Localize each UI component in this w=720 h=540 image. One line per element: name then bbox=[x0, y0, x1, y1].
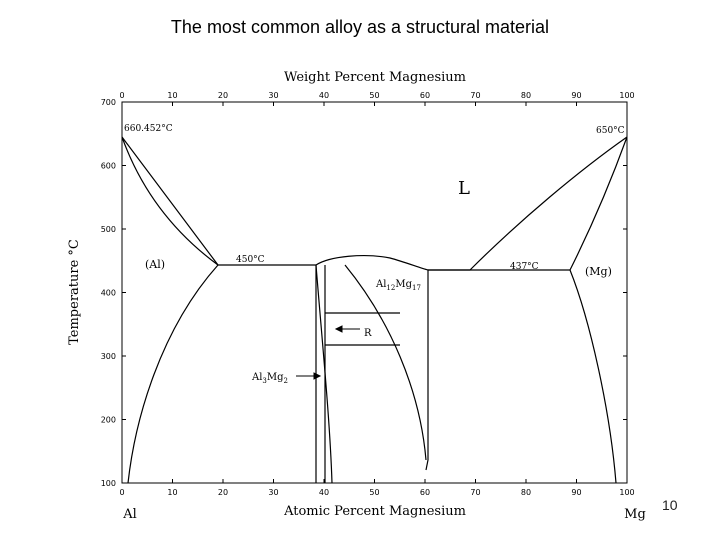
y-tick-label: 200 bbox=[101, 416, 116, 425]
top-tick-label: 80 bbox=[521, 91, 531, 100]
plot-frame bbox=[121, 101, 628, 484]
bottom-tick-label: 50 bbox=[369, 488, 379, 497]
solidus-right bbox=[569, 136, 628, 271]
eutectic-right-label: 437°C bbox=[510, 262, 539, 272]
top-axis-ticks: 0 10 20 30 40 50 60 70 80 90 100 bbox=[119, 91, 635, 106]
r-phase-label: R bbox=[364, 328, 372, 339]
y-tick-label: 500 bbox=[101, 225, 116, 234]
al12mg17-label: Al12Mg17 bbox=[375, 279, 421, 292]
bottom-tick-label: 10 bbox=[167, 488, 177, 497]
top-tick-label: 50 bbox=[369, 91, 379, 100]
solidus-left bbox=[121, 136, 219, 266]
bottom-tick-label: 0 bbox=[119, 488, 124, 497]
top-tick-label: 90 bbox=[571, 91, 581, 100]
mg-melting-label: 650°C bbox=[596, 126, 625, 136]
solvus-left bbox=[127, 264, 219, 484]
mg-phase-label: (Mg) bbox=[585, 265, 612, 278]
top-tick-label: 70 bbox=[470, 91, 480, 100]
gamma-phase-line bbox=[425, 270, 429, 471]
left-element-label: Al bbox=[122, 507, 137, 522]
y-tick-label: 100 bbox=[101, 479, 116, 488]
bottom-tick-label: 70 bbox=[470, 488, 480, 497]
slide-title: The most common alloy as a structural ma… bbox=[170, 17, 550, 37]
y-tick-label: 600 bbox=[101, 162, 116, 171]
top-tick-label: 0 bbox=[119, 91, 124, 100]
liquidus-dome bbox=[315, 254, 429, 271]
r-phase-arrowhead bbox=[334, 325, 343, 333]
bottom-tick-label: 20 bbox=[218, 488, 228, 497]
bottom-tick-label: 30 bbox=[268, 488, 278, 497]
top-tick-label: 100 bbox=[619, 91, 634, 100]
bottom-tick-label: 40 bbox=[319, 488, 329, 497]
bottom-axis-ticks: 0 10 20 30 40 50 60 70 80 90 100 bbox=[119, 479, 635, 497]
top-axis-title: Weight Percent Magnesium bbox=[284, 70, 466, 85]
top-tick-label: 10 bbox=[167, 91, 177, 100]
right-element-label: Mg bbox=[624, 507, 646, 522]
bottom-tick-label: 90 bbox=[571, 488, 581, 497]
beta-curve bbox=[315, 264, 333, 484]
y-tick-label: 700 bbox=[101, 98, 116, 107]
y-tick-label: 400 bbox=[101, 289, 116, 298]
y-axis-title: Temperature °C bbox=[67, 239, 82, 345]
bottom-tick-label: 60 bbox=[420, 488, 430, 497]
al3mg2-arrowhead bbox=[313, 372, 322, 380]
solvus-right bbox=[569, 269, 617, 484]
top-tick-label: 40 bbox=[319, 91, 329, 100]
al3mg2-label: Al3Mg2 bbox=[251, 372, 288, 385]
al-melting-label: 660.452°C bbox=[124, 124, 173, 134]
y-tick-label: 300 bbox=[101, 352, 116, 361]
liquid-label: L bbox=[458, 178, 470, 199]
bottom-tick-label: 80 bbox=[521, 488, 531, 497]
gamma-boundary-left bbox=[344, 264, 427, 461]
top-tick-label: 30 bbox=[268, 91, 278, 100]
top-tick-label: 60 bbox=[420, 91, 430, 100]
eutectic-left-label: 450°C bbox=[236, 255, 265, 265]
page-number: 10 bbox=[662, 497, 678, 513]
liquidus-right bbox=[428, 136, 628, 271]
al-phase-label: (Al) bbox=[145, 258, 165, 271]
y-axis-ticks: 100 200 300 400 500 600 700 bbox=[101, 98, 627, 488]
liquidus-left bbox=[121, 136, 316, 266]
bottom-tick-label: 100 bbox=[619, 488, 634, 497]
bottom-axis-title: Atomic Percent Magnesium bbox=[283, 504, 466, 519]
top-tick-label: 20 bbox=[218, 91, 228, 100]
